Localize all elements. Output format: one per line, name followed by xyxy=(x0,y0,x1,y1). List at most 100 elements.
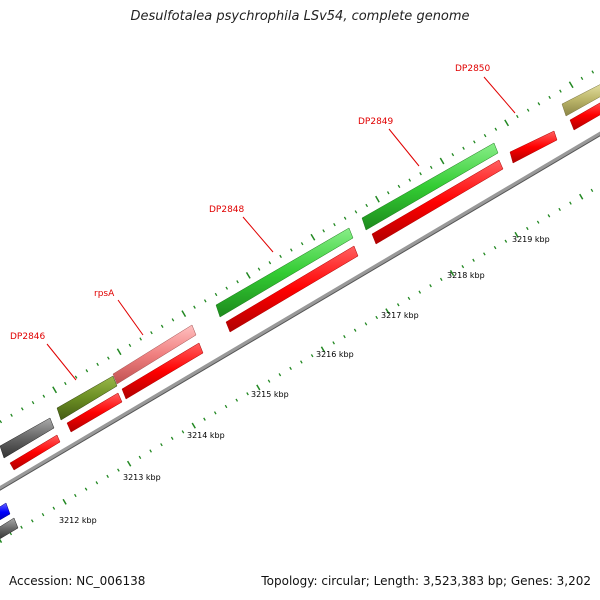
major-tick xyxy=(504,119,510,127)
minor-tick xyxy=(214,292,218,297)
cds-row xyxy=(9,102,600,471)
minor-tick xyxy=(279,254,282,259)
minor-tick xyxy=(429,165,433,170)
minor-tick xyxy=(278,373,282,377)
minor-tick xyxy=(386,191,390,195)
minor-tick xyxy=(462,146,465,150)
gene-label: rpsA xyxy=(94,289,115,299)
minor-tick xyxy=(310,354,314,358)
minor-tick xyxy=(365,203,369,208)
minor-tick xyxy=(547,214,551,218)
minor-tick xyxy=(257,267,261,271)
scale-label: 3218 kbp xyxy=(447,271,485,280)
minor-tick xyxy=(236,280,239,284)
minor-tick xyxy=(31,400,35,405)
minor-tick xyxy=(213,411,217,415)
minor-tick xyxy=(289,366,292,371)
minor-tick xyxy=(20,407,24,411)
scale-label: 3216 kbp xyxy=(316,350,354,359)
gene-feature-blue xyxy=(0,502,11,521)
gene-feature-gray xyxy=(0,417,55,459)
minor-tick xyxy=(343,216,347,220)
minor-tick xyxy=(41,512,45,517)
gene-feature-dp2848 xyxy=(215,227,354,318)
major-tick xyxy=(256,384,261,391)
gene-row xyxy=(0,84,600,459)
minor-tick xyxy=(473,140,476,144)
gene-label: DP2846 xyxy=(10,332,46,342)
cds-feature xyxy=(66,392,123,433)
minor-tick xyxy=(548,95,551,100)
cds-feature xyxy=(121,342,204,400)
gene-feature-rpsa xyxy=(112,324,197,385)
gene-label: DP2849 xyxy=(358,117,394,127)
minor-tick xyxy=(171,318,175,322)
gene-feature-dp2846 xyxy=(56,375,118,421)
minor-tick xyxy=(139,337,142,341)
minor-tick xyxy=(224,404,228,409)
minor-tick xyxy=(267,379,271,383)
scale-label: 3217 kbp xyxy=(381,311,419,320)
minor-tick xyxy=(559,89,562,93)
minor-tick xyxy=(85,369,89,373)
minor-tick xyxy=(397,184,401,189)
major-tick xyxy=(62,498,67,505)
minor-tick xyxy=(84,487,88,491)
major-tick xyxy=(245,272,251,279)
minor-tick xyxy=(483,252,486,256)
accession-text: Accession: NC_006138 xyxy=(9,574,146,588)
minor-tick xyxy=(396,303,400,307)
minor-tick xyxy=(181,430,185,434)
major-tick xyxy=(191,422,196,429)
scale-ticks xyxy=(0,188,594,543)
minor-tick xyxy=(322,229,325,233)
minor-tick xyxy=(580,76,584,81)
major-tick xyxy=(449,270,455,276)
minor-tick xyxy=(354,210,358,214)
minor-tick xyxy=(494,127,498,131)
minor-tick xyxy=(504,239,508,243)
minor-tick xyxy=(300,360,303,364)
major-tick xyxy=(568,81,574,89)
cds-feature xyxy=(569,102,600,131)
minor-tick xyxy=(461,265,465,269)
map-title: Desulfotalea psychrophila LSv54, complet… xyxy=(130,9,470,24)
major-tick xyxy=(116,348,122,356)
minor-tick xyxy=(408,178,412,182)
cds-feature xyxy=(9,434,61,471)
minor-tick xyxy=(42,394,46,398)
scale-label: 3219 kbp xyxy=(512,235,550,244)
minor-tick xyxy=(150,331,153,335)
scale-label: 3214 kbp xyxy=(187,431,225,440)
minor-tick xyxy=(364,322,368,326)
major-tick xyxy=(181,310,187,317)
minor-tick xyxy=(290,248,293,252)
minor-tick xyxy=(375,315,379,320)
minor-tick xyxy=(526,226,529,231)
minor-tick xyxy=(537,102,541,106)
scale-label: 3213 kbp xyxy=(123,473,161,482)
minor-tick xyxy=(419,172,422,176)
minor-tick xyxy=(558,207,561,212)
minor-tick xyxy=(472,258,475,262)
cds-feature xyxy=(371,159,504,245)
minor-tick xyxy=(149,449,152,453)
minor-tick xyxy=(493,245,497,250)
genome-backbone xyxy=(0,131,600,491)
major-tick xyxy=(126,460,132,467)
minor-tick xyxy=(246,392,249,396)
minor-tick xyxy=(138,455,142,460)
minor-tick xyxy=(170,436,174,440)
scale-label: 3215 kbp xyxy=(251,390,289,399)
minor-tick xyxy=(407,296,411,301)
minor-tick xyxy=(160,443,163,447)
minor-tick xyxy=(569,201,572,205)
minor-tick xyxy=(107,356,110,360)
minor-tick xyxy=(106,474,109,479)
minor-tick xyxy=(64,381,67,386)
minor-tick xyxy=(332,341,335,345)
cds-feature xyxy=(509,130,558,164)
major-tick xyxy=(439,157,445,165)
minor-tick xyxy=(52,506,56,510)
